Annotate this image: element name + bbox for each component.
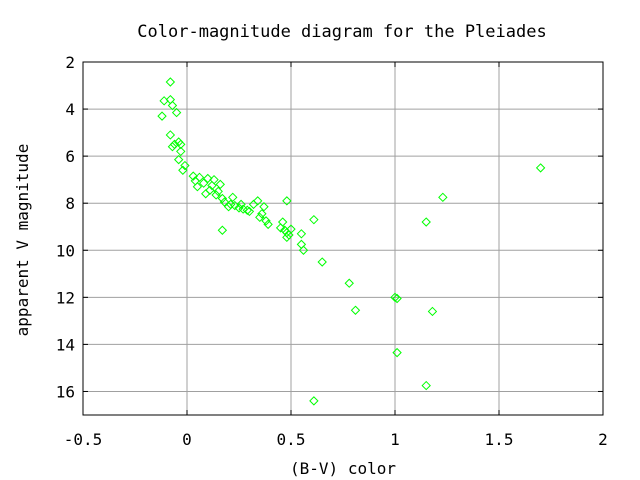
x-tick-label: 2: [598, 430, 608, 449]
data-point: [421, 380, 431, 391]
data-point: [392, 293, 402, 304]
x-tick-label: 1.5: [485, 430, 514, 449]
data-point: [344, 278, 354, 288]
data-point: [282, 232, 292, 243]
data-point: [194, 172, 205, 183]
data-point: [275, 223, 286, 233]
data-point: [165, 130, 176, 140]
y-tick-label: 12: [56, 288, 75, 307]
data-point: [421, 217, 431, 227]
data-point: [169, 139, 180, 150]
data-point: [259, 202, 269, 212]
data-point: [390, 292, 400, 303]
data-point: [173, 154, 184, 165]
data-point: [217, 193, 228, 204]
data-point: [286, 224, 296, 234]
data-point: [176, 139, 186, 150]
data-point: [427, 306, 438, 317]
data-point: [209, 174, 219, 185]
data-point: [207, 180, 217, 191]
data-point: [255, 212, 265, 223]
data-point: [188, 171, 198, 181]
data-point: [176, 146, 186, 157]
data-point: [236, 199, 246, 210]
data-point: [263, 219, 273, 230]
data-point: [167, 142, 178, 152]
data-point: [298, 245, 309, 255]
y-tick-label: 4: [65, 100, 75, 119]
data-point: [392, 347, 402, 358]
data-point: [282, 196, 292, 206]
data-point: [203, 173, 213, 184]
data-point: [215, 179, 225, 190]
data-point: [244, 206, 255, 217]
chart-title: Color-magnitude diagram for the Pleiades: [137, 22, 546, 42]
y-tick-label: 6: [65, 147, 75, 166]
data-point: [284, 230, 294, 240]
data-point: [180, 160, 190, 171]
data-point: [192, 182, 203, 192]
data-point: [248, 199, 259, 210]
data-point: [201, 189, 211, 199]
data-point: [317, 257, 327, 267]
data-point: [242, 205, 253, 215]
y-tick-label: 10: [56, 241, 75, 260]
data-point: [167, 100, 178, 111]
data-point: [198, 178, 209, 188]
data-point: [165, 77, 176, 87]
data-point: [257, 209, 267, 219]
y-tick-label: 2: [65, 53, 75, 72]
x-tick-label: 0.5: [277, 430, 306, 449]
data-point: [253, 196, 263, 206]
x-axis-label: (B-V) color: [290, 459, 396, 478]
data-point: [350, 305, 361, 315]
x-tick-label: -0.5: [64, 430, 103, 449]
x-tick-label: 1: [390, 430, 400, 449]
data-point: [261, 216, 271, 226]
x-tick-label: 0: [182, 430, 192, 449]
data-point: [277, 217, 288, 227]
data-point: [171, 107, 182, 118]
data-point: [438, 192, 448, 203]
data-point: [309, 214, 319, 225]
data-point: [296, 229, 307, 239]
data-point: [211, 190, 221, 200]
data-point: [157, 111, 167, 121]
data-point: [228, 192, 238, 203]
data-point: [535, 163, 546, 173]
data-point: [219, 197, 230, 207]
y-tick-label: 14: [56, 335, 75, 354]
y-tick-label: 8: [65, 194, 75, 213]
data-points: [157, 77, 546, 406]
data-point: [217, 225, 228, 235]
data-point: [309, 396, 319, 406]
grid-lines: [83, 62, 603, 415]
y-axis-ticks: 2 4 6 8 10 12 14 16: [56, 53, 603, 401]
x-axis-ticks: -0.5 0 0.5 1 1.5 2: [64, 62, 608, 449]
plot-frame: [82, 61, 604, 416]
y-tick-label: 16: [56, 382, 75, 401]
data-point: [213, 186, 223, 197]
y-axis-label: apparent V magnitude: [13, 144, 32, 337]
